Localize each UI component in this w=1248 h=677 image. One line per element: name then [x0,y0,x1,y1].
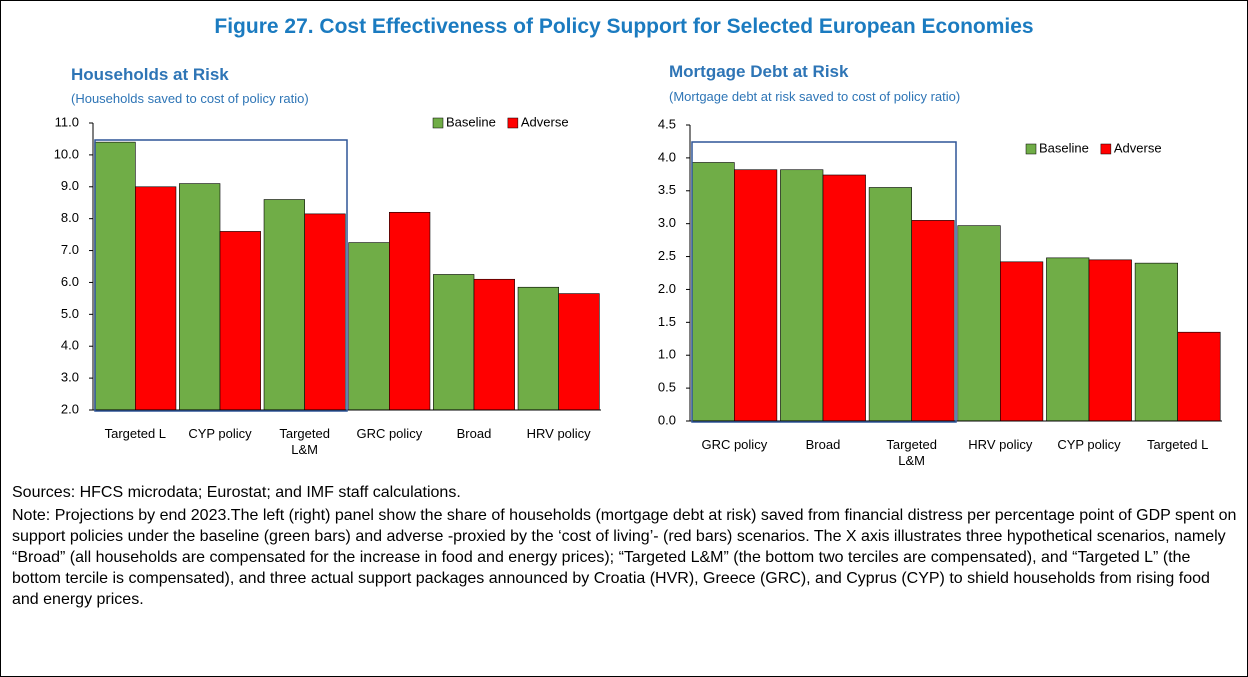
bar [433,274,475,411]
x-tick-label: Broad [805,437,841,452]
legend-swatch [1100,143,1112,155]
bar [263,199,305,411]
highlight-box [94,139,348,412]
highlight-box [691,141,957,423]
bar [1177,331,1221,422]
y-tick-label: 1.5 [658,314,676,329]
note: Note: Projections by end 2023.The left (… [12,507,1237,608]
y-tick-label: 9.0 [61,178,79,193]
y-tick-label: 3.5 [658,182,676,197]
bar [691,162,735,422]
y-tick-label: 8.0 [61,210,79,225]
bar [219,231,261,411]
y-tick-label: 2.0 [61,401,79,416]
bar [822,174,866,422]
x-tick-label: HRV policy [526,426,591,441]
y-tick-label: 0.5 [658,380,676,395]
legend-label: Baseline [446,114,496,129]
x-tick-label: CYP policy [188,426,252,441]
bar [1088,259,1132,422]
bar [389,211,431,411]
panel-title: Mortgage Debt at Risk [669,62,849,81]
panel-subtitle: (Mortgage debt at risk saved to cost of … [669,89,961,104]
bar [558,293,600,411]
y-tick-label: 0.0 [658,412,676,427]
x-tick-label: Targeted L&M [279,426,330,457]
y-tick-label: 5.0 [61,306,79,321]
x-tick-label: HRV policy [968,437,1033,452]
bar [179,183,221,411]
figure-title: Figure 27. Cost Effectiveness of Policy … [214,15,1034,38]
y-tick-label: 10.0 [54,146,79,161]
legend-swatch [1025,143,1037,155]
legend-label: Adverse [521,114,569,129]
legend-label: Adverse [1114,140,1162,155]
bar [135,186,177,411]
y-tick-label: 7.0 [61,242,79,257]
y-tick-label: 2.0 [658,281,676,296]
bar [517,286,559,411]
x-tick-label: GRC policy [356,426,423,441]
bar [1134,262,1178,422]
y-tick-label: 11.0 [55,114,79,129]
legend-swatch [507,117,519,129]
bar [304,213,346,411]
bar [1046,257,1090,422]
x-tick-label: CYP policy [1057,437,1121,452]
x-tick-label: Broad [456,426,492,441]
bar [473,278,515,411]
bar [957,225,1001,422]
legend-label: Baseline [1039,140,1089,155]
legend-swatch [432,117,444,129]
panel-subtitle: (Households saved to cost of policy rati… [71,91,309,106]
sources: Sources: HFCS microdata; Eurostat; and I… [12,484,461,501]
x-tick-label: Targeted L [104,426,167,441]
y-tick-label: 4.0 [658,149,676,164]
bar [348,242,390,411]
bar [868,187,912,422]
bar [1000,261,1044,422]
x-tick-label: Targeted L [1146,437,1209,452]
y-tick-label: 3.0 [658,215,676,230]
y-tick-label: 4.5 [658,116,676,131]
y-tick-label: 2.5 [658,248,676,263]
y-tick-label: 4.0 [61,338,79,353]
y-tick-label: 1.0 [658,347,676,362]
bar [780,169,824,422]
x-tick-label: GRC policy [701,437,768,452]
y-tick-label: 6.0 [61,274,79,289]
bar [734,169,778,422]
x-tick-label: Targeted L&M [886,437,937,468]
y-tick-label: 3.0 [61,370,79,385]
bar [94,141,136,411]
panel-title: Households at Risk [71,65,229,84]
bar [911,220,955,422]
